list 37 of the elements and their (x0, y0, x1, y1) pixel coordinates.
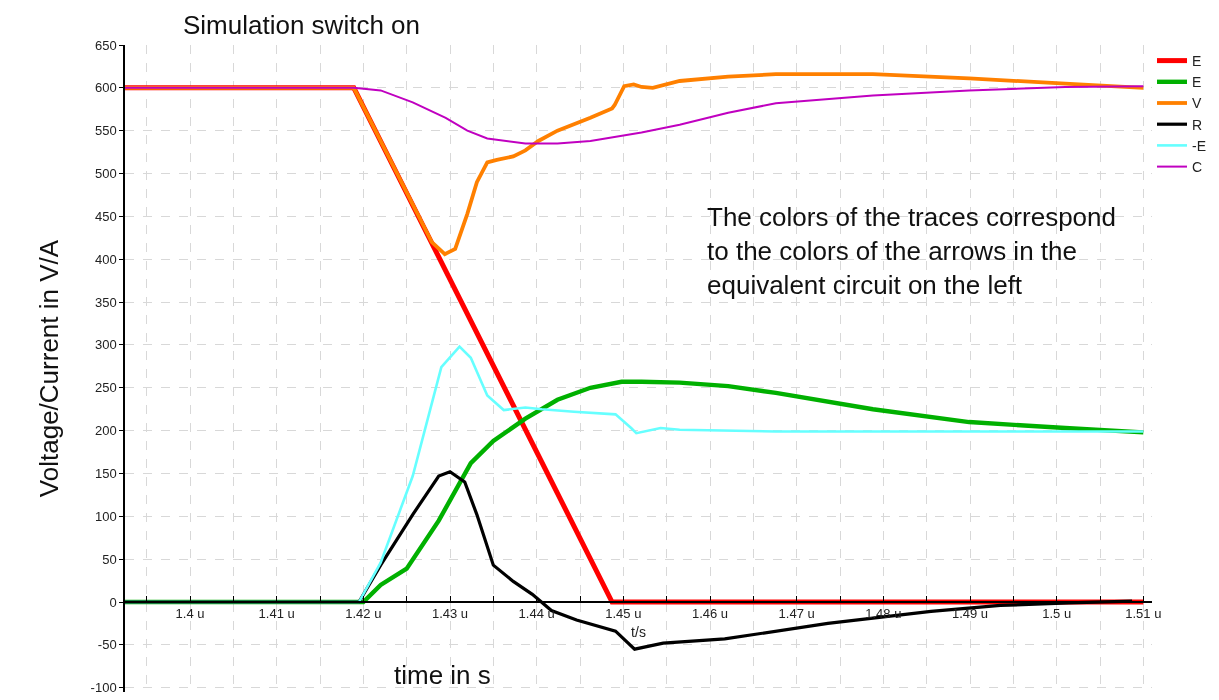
x-tick-label: 1.46 u (691, 606, 729, 622)
y-tick-label: 0 (109, 594, 117, 610)
legend-label: C (1192, 159, 1203, 176)
x-tick-label: 1.43 u (431, 606, 469, 622)
x-tick-label: 1.42 u (345, 606, 382, 622)
legend-label: R (1192, 116, 1203, 133)
y-tick-label: 250 (94, 380, 117, 396)
y-tick-label: 350 (94, 294, 117, 310)
y-tick-label: 200 (94, 423, 117, 439)
legend-label: E (1192, 74, 1202, 91)
x-tick-label: 1.41 u (258, 606, 295, 622)
x-tick-label: 1.49 u (951, 606, 989, 622)
y-tick-label: 150 (94, 466, 117, 482)
y-axis-title: Voltage/Current in V/A (33, 239, 64, 498)
x-tick-label: 1.5 u (1042, 606, 1072, 622)
y-tick-label: 600 (94, 80, 117, 96)
y-tick-label: 650 (94, 37, 117, 53)
y-tick-label: 550 (94, 123, 117, 139)
y-tick-label: 400 (94, 251, 117, 267)
y-tick-label: 500 (94, 166, 117, 182)
text: Simulation switch on (183, 10, 420, 40)
annotation: time in s (394, 660, 491, 690)
x-tick-label: 1.51 u (1125, 606, 1162, 622)
x-tick-label: 1.45 u (605, 606, 642, 622)
y-tick-label: -50 (97, 637, 117, 653)
legend-label: V (1192, 95, 1202, 112)
y-tick-label: 450 (94, 208, 117, 224)
x-tick-label: 1.4 u (175, 606, 205, 622)
y-tick-label: 100 (94, 508, 117, 524)
x-tick-label: 1.47 u (778, 606, 815, 622)
legend-label: E (1192, 53, 1202, 70)
x-axis-title: t/s (631, 624, 646, 641)
y-tick-label: 300 (94, 337, 117, 353)
legend-label: -E (1192, 137, 1206, 154)
annotation: The colors of the traces correspond to the colors of the arrows in the equivalent circuit on the left (707, 202, 1116, 300)
y-tick-label: 50 (102, 551, 117, 567)
y-tick-label: -100 (90, 680, 117, 696)
